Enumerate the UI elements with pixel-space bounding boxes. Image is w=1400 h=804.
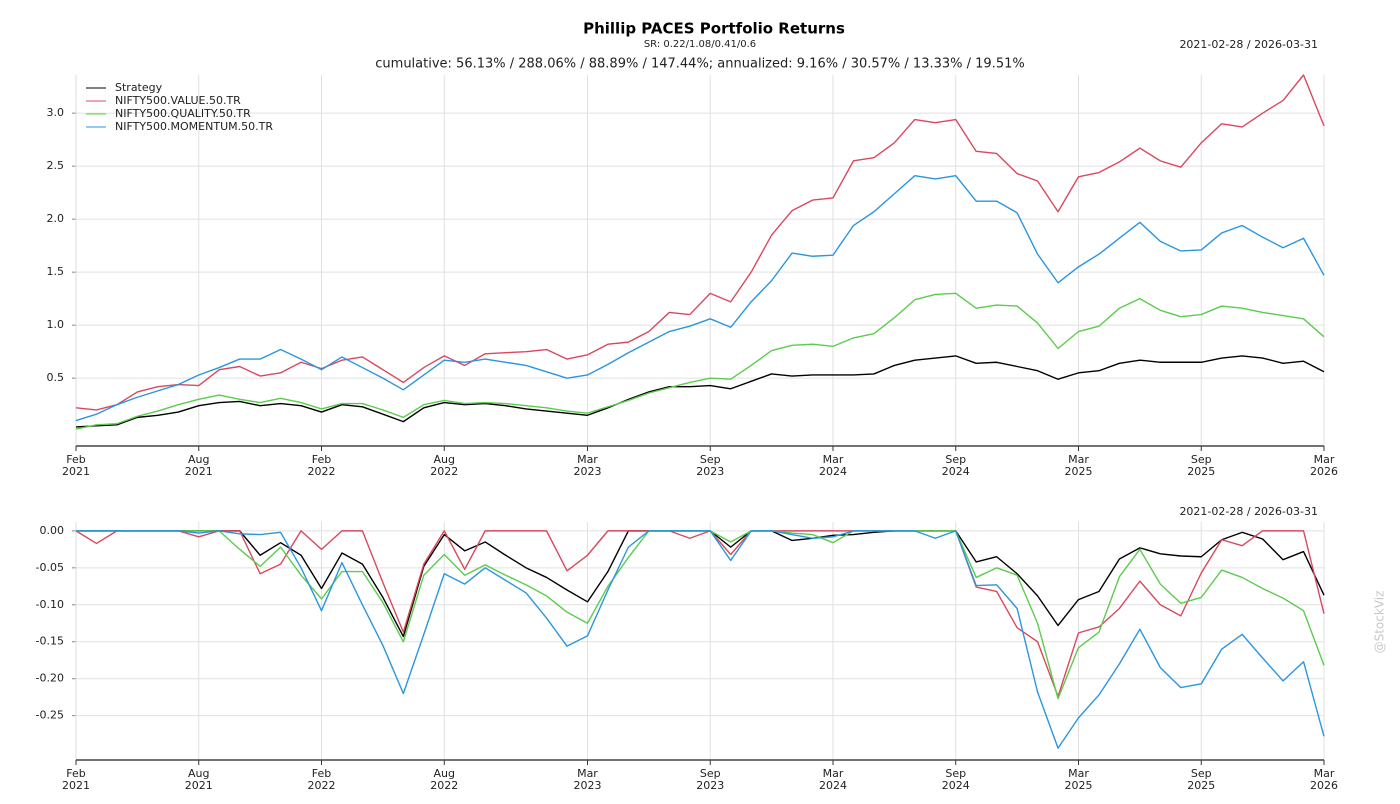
x-tick-label: Mar 2026	[1310, 453, 1338, 478]
y-tick-label: 0.00	[40, 524, 65, 537]
legend-label: NIFTY500.VALUE.50.TR	[115, 94, 241, 107]
y-tick-label: 0.5	[47, 371, 65, 384]
series-line	[76, 530, 1325, 638]
x-tick-label: Sep 2025	[1187, 767, 1215, 792]
x-tick-label-line: 2021	[62, 465, 90, 478]
x-tick-label-line: 2025	[1187, 465, 1215, 478]
legend-label: Strategy	[115, 81, 163, 94]
x-tick-label: Mar 2024	[819, 767, 847, 792]
y-tick-label: -0.05	[36, 561, 64, 574]
x-tick-label-line: Sep	[1191, 767, 1212, 780]
x-tick-label-line: Sep	[945, 453, 966, 466]
series-line	[75, 530, 1325, 698]
x-tick-label: Aug 2022	[430, 767, 458, 792]
x-tick-label-line: Mar	[1068, 767, 1089, 780]
x-tick-label: Aug 2021	[185, 767, 213, 792]
x-tick-label-line: 2023	[573, 465, 601, 478]
legend-label: NIFTY500.QUALITY.50.TR	[115, 107, 251, 120]
x-tick-label: Feb 2022	[308, 767, 336, 792]
x-tick-label-line: 2021	[185, 779, 213, 792]
x-tick-label: Mar 2023	[573, 453, 601, 478]
chart-title: Phillip PACES Portfolio Returns	[583, 20, 845, 38]
x-tick-label-line: Mar	[1314, 767, 1335, 780]
x-tick-label-line: 2025	[1187, 779, 1215, 792]
x-tick-label: Feb 2021	[62, 453, 90, 478]
x-tick-label-line: 2023	[696, 465, 724, 478]
x-tick-label-line: Sep	[700, 453, 721, 466]
legend-label: NIFTY500.MOMENTUM.50.TR	[115, 120, 273, 133]
x-tick-label-line: Feb	[66, 453, 85, 466]
x-tick-label-line: 2025	[1064, 779, 1092, 792]
x-tick-label: Sep 2024	[942, 453, 970, 478]
x-tick-label-line: 2021	[185, 465, 213, 478]
x-tick-label-line: 2024	[942, 465, 970, 478]
x-tick-label-line: Feb	[312, 453, 331, 466]
y-tick-label: -0.25	[36, 709, 64, 722]
x-tick-label: Aug 2022	[430, 453, 458, 478]
x-tick-label-line: 2024	[819, 465, 847, 478]
y-tick-label: -0.20	[36, 672, 64, 685]
y-tick-label: 2.0	[47, 212, 65, 225]
x-tick-label: Sep 2025	[1187, 453, 1215, 478]
x-tick-label-line: 2023	[696, 779, 724, 792]
x-tick-label: Mar 2023	[573, 767, 601, 792]
chart-subtitle: SR: 0.22/1.08/0.41/0.6	[644, 39, 756, 50]
x-tick-label: Mar 2026	[1310, 767, 1338, 792]
annotation: cumulative: 56.13% / 288.06% / 88.89% / …	[375, 57, 1024, 72]
x-tick-label-line: 2022	[430, 779, 458, 792]
series-line	[75, 355, 1325, 428]
x-tick-label-line: 2022	[430, 465, 458, 478]
x-tick-label-line: Mar	[823, 767, 844, 780]
series-line	[75, 74, 1325, 411]
x-tick-label-line: Sep	[1191, 453, 1212, 466]
date-range: 2021-02-28 / 2026-03-31	[1179, 38, 1318, 51]
x-tick-label-line: Mar	[577, 767, 598, 780]
x-tick-label: Sep 2023	[696, 767, 724, 792]
x-tick-label-line: 2022	[308, 779, 336, 792]
y-tick-label: 1.0	[47, 318, 65, 331]
watermark: @StockViz	[1373, 591, 1387, 654]
x-tick-label-line: Sep	[700, 767, 721, 780]
series-line	[76, 530, 1325, 749]
x-tick-label-line: Mar	[1068, 453, 1089, 466]
date-range: 2021-02-28 / 2026-03-31	[1179, 505, 1318, 518]
y-tick-label: 2.5	[47, 159, 65, 172]
x-tick-label: Mar 2025	[1064, 767, 1092, 792]
x-tick-label-line: 2026	[1310, 779, 1338, 792]
x-tick-label: Mar 2024	[819, 453, 847, 478]
y-tick-label: -0.15	[36, 635, 64, 648]
x-tick-label: Feb 2021	[62, 767, 90, 792]
y-tick-label: 3.0	[47, 106, 65, 119]
x-tick-label-line: 2023	[573, 779, 601, 792]
x-tick-label: Feb 2022	[308, 453, 336, 478]
series-line	[75, 175, 1325, 422]
x-tick-label: Mar 2025	[1064, 453, 1092, 478]
x-tick-label: Sep 2024	[942, 767, 970, 792]
x-tick-label-line: Feb	[66, 767, 85, 780]
y-tick-label: 1.5	[47, 265, 65, 278]
x-tick-label-line: Sep	[945, 767, 966, 780]
x-tick-label-line: Aug	[188, 767, 209, 780]
x-tick-label: Sep 2023	[696, 453, 724, 478]
x-tick-label: Aug 2021	[185, 453, 213, 478]
x-tick-label-line: 2026	[1310, 465, 1338, 478]
x-tick-label-line: 2024	[819, 779, 847, 792]
x-tick-label-line: 2024	[942, 779, 970, 792]
series-line	[75, 292, 1325, 430]
x-tick-label-line: 2025	[1064, 465, 1092, 478]
y-tick-label: -0.10	[36, 598, 64, 611]
x-tick-label-line: 2022	[308, 465, 336, 478]
x-tick-label-line: Aug	[188, 453, 209, 466]
x-tick-label-line: Mar	[1314, 453, 1335, 466]
x-tick-label-line: Aug	[434, 453, 455, 466]
x-tick-label-line: Aug	[434, 767, 455, 780]
x-tick-label-line: 2021	[62, 779, 90, 792]
x-tick-label-line: Mar	[577, 453, 598, 466]
series-line	[76, 530, 1325, 700]
x-tick-label-line: Feb	[312, 767, 331, 780]
x-tick-label-line: Mar	[823, 453, 844, 466]
